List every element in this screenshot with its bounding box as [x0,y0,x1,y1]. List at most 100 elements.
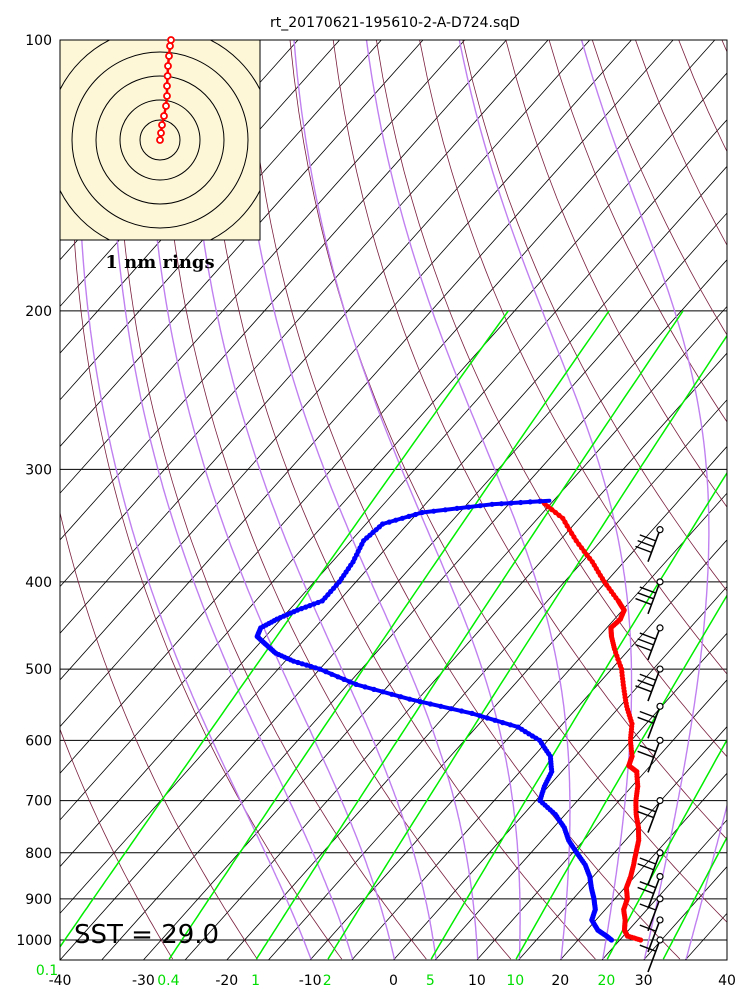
dewpoint-point [362,684,368,690]
moist-adiabat-line [147,40,395,960]
isotherm-line [60,40,507,541]
dewpoint-point [341,676,347,683]
dry-adiabat-line [60,510,258,960]
dewpoint-point [489,501,495,507]
wind-barb-staff [647,581,661,615]
hodograph-point [157,129,165,137]
isotherm-line [685,912,727,960]
dewpoint-point [307,603,313,609]
temperature-point [545,504,551,510]
hodograph-point [166,42,174,50]
temperature-point [573,538,579,544]
wind-barb-flag [637,750,654,758]
wind-barb-station [656,578,664,586]
wind-barb-station [656,736,664,744]
dry-adiabat-line [116,40,427,960]
moist-adiabat-line [685,802,727,960]
wind-barb-staff [647,898,661,932]
wind-barb [637,796,664,833]
wind-barb-station [656,665,664,673]
dry-adiabat-line [203,40,596,960]
dry-adiabat-line [505,40,727,508]
dewpoint-point [380,521,386,527]
dewpoint-point [417,699,423,705]
isotherm-line [726,959,727,960]
wind-barb [635,665,664,702]
dewpoint-point [298,606,305,612]
background-grid [60,40,727,960]
mixing-ratio-tick-label: 0.1 [36,963,58,979]
dewpoint-point [299,661,305,667]
isotherm-line [184,352,727,960]
temperature-point [581,548,587,555]
dewpoint-point [427,701,433,707]
moist-adiabat-line [365,40,571,960]
temperature-point [584,552,590,558]
dewpoint-point [399,515,405,521]
temperature-point [549,507,555,513]
pressure-tick-label: 900 [25,892,52,908]
wind-barb-flag [639,857,657,865]
dewpoint-point [438,703,444,709]
mixing-ratio-line [255,310,684,960]
wind-barb-station [656,624,664,632]
pressure-tick-label: 500 [25,662,52,678]
moist-adiabat-line [78,40,312,960]
wind-barb [637,702,664,739]
dewpoint-point [347,679,353,685]
dewpoint-point [477,713,483,719]
dewpoint-point [311,601,317,607]
isotherm-line [143,305,727,960]
dewpoint-point [537,498,543,504]
dewpoint-point [507,722,513,728]
isotherm-line [393,585,727,960]
wind-barb [639,936,664,973]
temperature-point [578,545,585,551]
dewpoint-point [419,509,425,516]
wind-barb-flag [637,863,654,871]
isotherm-line [309,492,727,960]
wind-barb-flag [637,679,654,687]
pressure-tick-label: 400 [25,575,52,591]
dewpoint-point [389,691,395,697]
dewpoint-point [398,694,404,700]
hodograph-rings-label: 1 nm rings [105,252,214,273]
wind-barb-staff [647,668,661,702]
isotherm-line [60,40,549,588]
wind-barb-staff [647,740,661,773]
hodograph-point [163,82,171,90]
dry-adiabat-line [678,40,727,153]
wind-barb-flag [639,805,657,813]
temperature-tick-label: -10 [299,973,322,989]
dry-adiabat-line [289,40,727,923]
dewpoint-point [527,499,533,505]
wind-barb-station [656,872,664,881]
hodograph-rings [60,40,260,240]
temperature-point [587,555,593,562]
moist-adiabat-line [235,40,479,960]
pressure-tick-label: 600 [25,733,52,749]
temperature-point [564,523,570,529]
temperature-point [560,515,566,521]
wind-barb-staff [647,706,661,739]
wind-barb-staff [647,852,661,886]
wind-barb-flag [637,638,654,646]
pressure-tick-label: 700 [25,794,52,810]
dewpoint-point [329,671,335,677]
isotherm-line [101,259,727,960]
dewpoint-point [317,666,323,672]
dewpoint-point [431,508,437,514]
wind-barb-station [656,849,664,857]
dry-adiabat-line [60,728,174,960]
dewpoint-point [466,504,472,510]
mixing-ratio-tick-label: 20 [598,973,616,989]
dewpoint-point [469,710,475,717]
dewpoint-point [312,665,318,671]
wind-barb-flag [635,643,652,652]
wind-barb [635,526,664,562]
temperature-tick-label: -40 [49,973,72,989]
dewpoint-point [508,500,514,506]
isotherm-line [476,679,727,960]
dewpoint-point [303,604,309,610]
wind-barb-flag [637,716,654,724]
